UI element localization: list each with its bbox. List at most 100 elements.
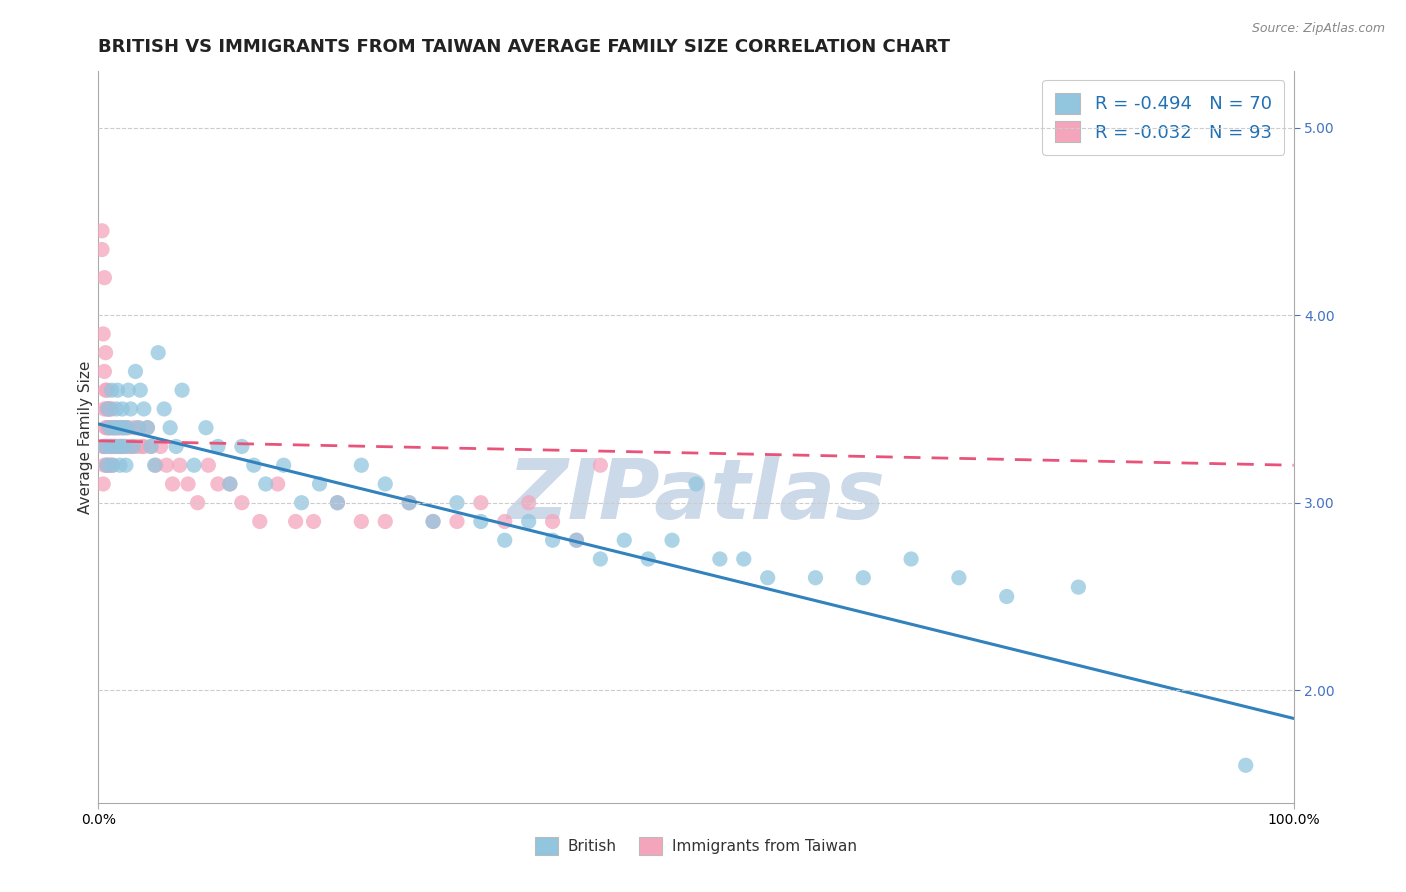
- Point: [91, 477, 114, 491]
- Point: [124, 364, 146, 378]
- Point: [374, 477, 396, 491]
- Point: [685, 477, 707, 491]
- Point: [96, 440, 118, 454]
- Point: [124, 420, 146, 434]
- Point: [91, 243, 114, 257]
- Point: [136, 420, 159, 434]
- Point: [105, 401, 128, 416]
- Point: [111, 440, 134, 454]
- Point: [139, 440, 162, 454]
- Point: [589, 552, 612, 566]
- Point: [91, 440, 114, 454]
- Point: [103, 420, 125, 434]
- Point: [128, 420, 150, 434]
- Point: [470, 515, 492, 529]
- Point: [111, 401, 134, 416]
- Point: [131, 440, 153, 454]
- Point: [284, 515, 307, 529]
- Point: [103, 440, 125, 454]
- Point: [308, 477, 330, 491]
- Point: [517, 496, 540, 510]
- Point: [101, 458, 124, 473]
- Point: [139, 440, 162, 454]
- Point: [101, 440, 124, 454]
- Point: [254, 477, 277, 491]
- Point: [104, 440, 127, 454]
- Point: [108, 458, 131, 473]
- Point: [93, 401, 115, 416]
- Point: [165, 440, 187, 454]
- Point: [132, 401, 155, 416]
- Point: [125, 440, 148, 454]
- Point: [219, 477, 242, 491]
- Point: [100, 440, 122, 454]
- Point: [115, 420, 138, 434]
- Point: [422, 515, 444, 529]
- Point: [207, 477, 229, 491]
- Point: [326, 496, 349, 510]
- Point: [91, 326, 114, 341]
- Point: [709, 552, 731, 566]
- Point: [446, 496, 468, 510]
- Point: [183, 458, 205, 473]
- Point: [900, 552, 922, 566]
- Point: [118, 440, 141, 454]
- Point: [756, 571, 779, 585]
- Point: [94, 345, 117, 359]
- Point: [136, 420, 159, 434]
- Point: [110, 440, 132, 454]
- Point: [107, 420, 129, 434]
- Point: [100, 401, 122, 416]
- Point: [302, 515, 325, 529]
- Point: [115, 458, 138, 473]
- Point: [110, 420, 132, 434]
- Point: [852, 571, 875, 585]
- Point: [107, 420, 129, 434]
- Point: [114, 440, 136, 454]
- Point: [494, 515, 516, 529]
- Point: [93, 440, 115, 454]
- Point: [114, 440, 136, 454]
- Point: [231, 440, 253, 454]
- Point: [107, 440, 129, 454]
- Point: [132, 440, 155, 454]
- Point: [101, 458, 124, 473]
- Point: [98, 440, 122, 454]
- Point: [129, 383, 152, 397]
- Point: [565, 533, 588, 548]
- Point: [589, 458, 612, 473]
- Point: [97, 401, 120, 416]
- Point: [219, 477, 242, 491]
- Point: [1234, 758, 1257, 772]
- Point: [96, 401, 118, 416]
- Text: Source: ZipAtlas.com: Source: ZipAtlas.com: [1251, 22, 1385, 36]
- Point: [105, 420, 128, 434]
- Point: [350, 515, 373, 529]
- Point: [273, 458, 295, 473]
- Point: [97, 458, 120, 473]
- Point: [249, 515, 271, 529]
- Point: [398, 496, 420, 510]
- Point: [122, 440, 145, 454]
- Point: [98, 440, 121, 454]
- Point: [494, 533, 516, 548]
- Point: [105, 440, 128, 454]
- Point: [143, 458, 166, 473]
- Point: [117, 420, 139, 434]
- Point: [100, 420, 122, 434]
- Point: [541, 533, 564, 548]
- Point: [112, 420, 135, 434]
- Point: [94, 420, 117, 434]
- Point: [121, 440, 143, 454]
- Point: [995, 590, 1018, 604]
- Point: [661, 533, 683, 548]
- Point: [117, 383, 139, 397]
- Point: [93, 458, 115, 473]
- Point: [187, 496, 209, 510]
- Point: [172, 383, 194, 397]
- Point: [177, 477, 200, 491]
- Text: ZIPatlas: ZIPatlas: [508, 455, 884, 536]
- Point: [93, 270, 115, 285]
- Point: [107, 383, 129, 397]
- Point: [104, 440, 127, 454]
